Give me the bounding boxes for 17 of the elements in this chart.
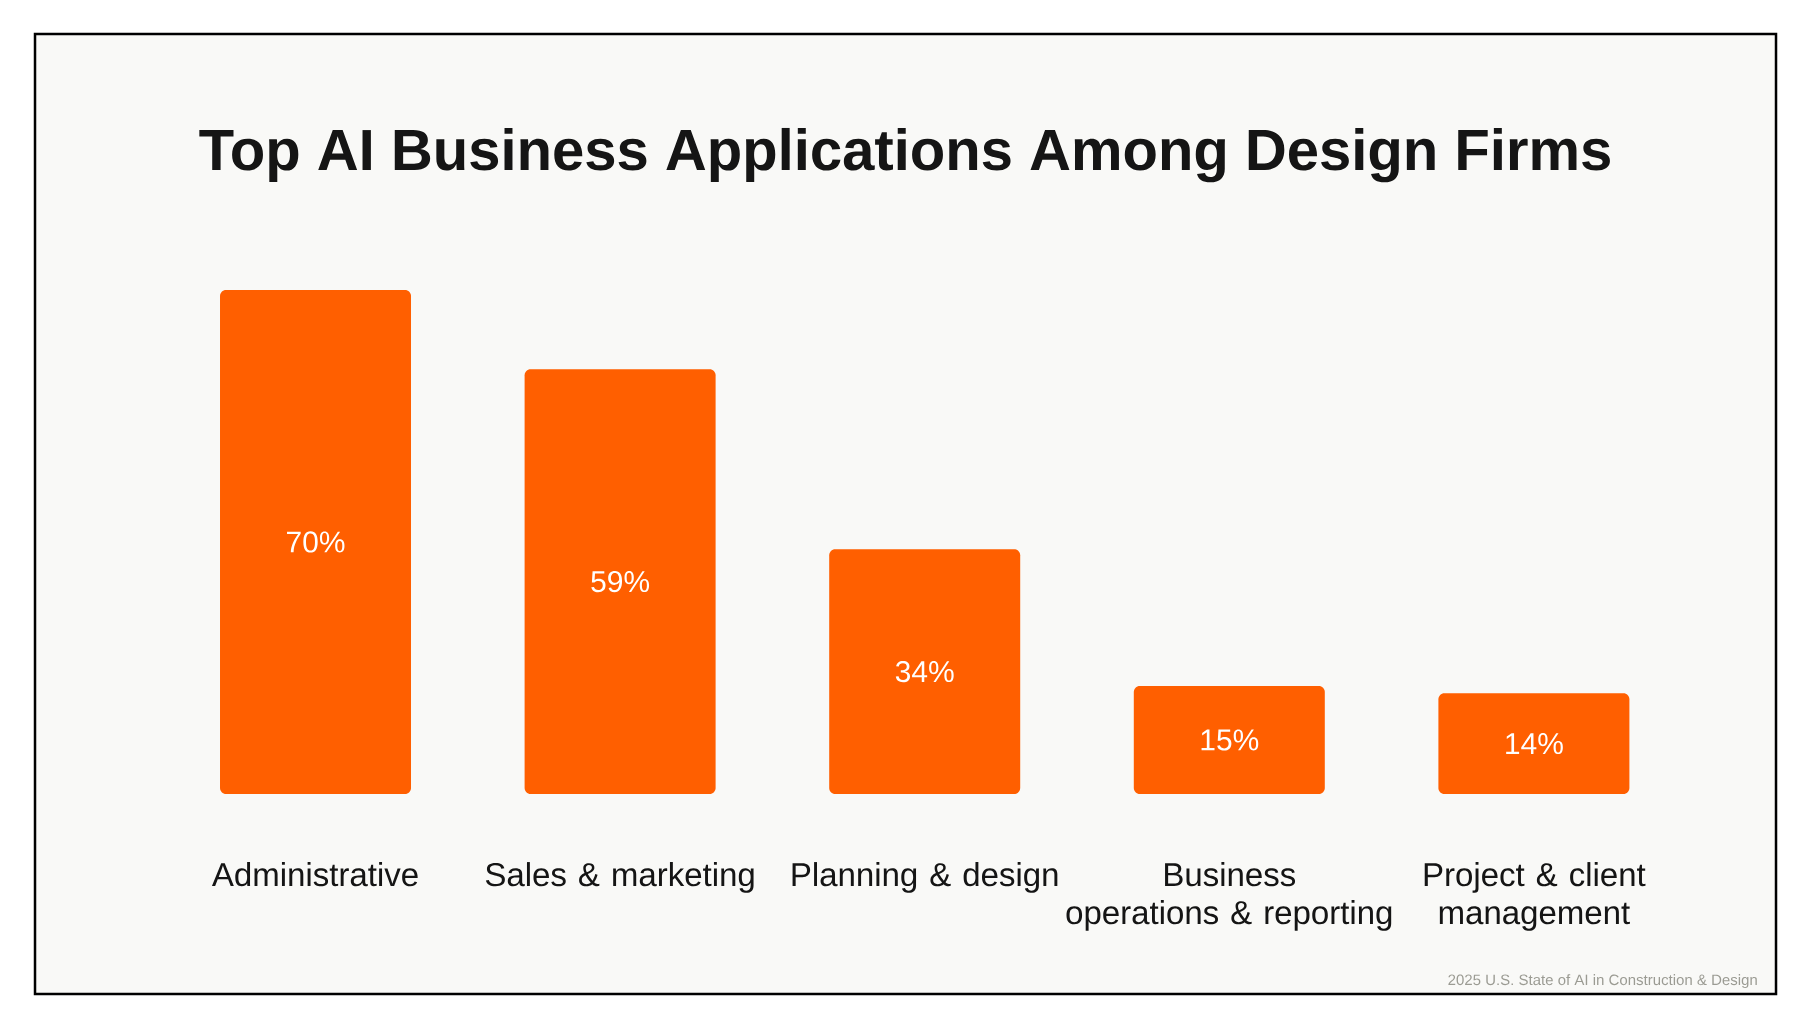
x-tick-label: Planning & design — [792, 862, 1058, 893]
data-label: 59% — [591, 570, 650, 593]
x-tick-label: Project & client management — [1424, 862, 1646, 931]
text: 2025 U.S. State of AI in Construction & Design — [1448, 974, 1757, 989]
bar — [1133, 685, 1325, 794]
data-label: 14% — [1506, 733, 1563, 755]
x-tick-label: Administrative — [211, 862, 418, 887]
x-tick-label: Sales & marketing — [485, 862, 754, 893]
bar — [524, 369, 716, 794]
data-label: 70% — [287, 531, 345, 553]
x-tick-label: Business operations & reporting — [1066, 862, 1392, 931]
bar — [829, 549, 1021, 794]
bar — [220, 289, 412, 794]
data-label: 15% — [1201, 729, 1259, 751]
data-label: 34% — [895, 660, 954, 683]
chart-title: Top AI Business Applications Among Design Firms — [199, 127, 1610, 183]
bar — [1438, 693, 1630, 794]
